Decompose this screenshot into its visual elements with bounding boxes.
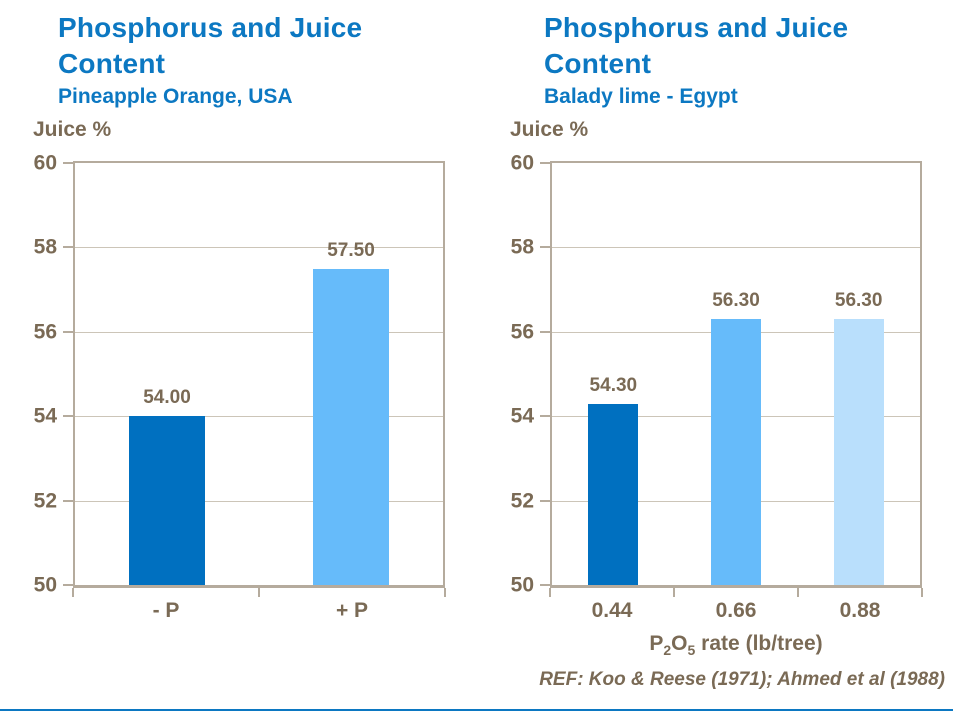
chart-subtitle: Pineapple Orange, USA xyxy=(58,85,293,108)
footer-divider-line xyxy=(0,709,953,711)
gridline-y-54 xyxy=(75,416,443,418)
y-tick-mark-54 xyxy=(63,415,73,418)
y-tick-label-52: 52 xyxy=(510,489,534,513)
y-tick-label-60: 60 xyxy=(510,151,534,175)
bar-value-label: 56.30 xyxy=(712,290,760,312)
y-axis-title: Juice % xyxy=(33,118,112,141)
y-tick-mark-58 xyxy=(540,246,550,249)
plot-area: 54.00 57.50 xyxy=(73,161,445,588)
x-category-label-+P: + P xyxy=(335,599,369,622)
x-category-label--P: - P xyxy=(152,599,180,622)
y-tick-mark-56 xyxy=(63,330,73,333)
x-axis-title: P2O5 rate (lb/tree) xyxy=(649,632,823,659)
y-tick-label-58: 58 xyxy=(33,235,57,259)
y-tick-label-60: 60 xyxy=(33,151,57,175)
y-tick-mark-50 xyxy=(63,584,73,586)
bar-0.66 xyxy=(710,319,762,585)
x-axis: 0.44 0.66 0.88 xyxy=(550,598,922,626)
x-tick-mark xyxy=(258,588,260,597)
y-tick-mark-60 xyxy=(540,162,550,164)
y-tick-mark-52 xyxy=(63,499,73,502)
y-tick-mark-56 xyxy=(540,330,550,333)
y-tick-label-56: 56 xyxy=(510,320,534,344)
chart-subtitle: Balady lime - Egypt xyxy=(544,85,738,108)
x-category-label-0.88: 0.88 xyxy=(839,599,881,622)
x-axis-ticks xyxy=(72,588,446,597)
y-axis: 50 52 54 56 58 60 xyxy=(0,153,73,596)
y-tick-label-50: 50 xyxy=(33,573,57,597)
chart-balady-lime: Phosphorus and Juice Content Balady lime… xyxy=(477,0,953,712)
y-tick-label-52: 52 xyxy=(33,489,57,513)
y-tick-label-58: 58 xyxy=(510,235,534,259)
y-tick-mark-54 xyxy=(540,415,550,418)
gridline-y-58 xyxy=(75,247,443,249)
reference-note: REF: Koo & Reese (1971); Ahmed et al (19… xyxy=(539,669,945,690)
y-tick-mark-58 xyxy=(63,246,73,249)
x-category-label-0.44: 0.44 xyxy=(591,599,633,622)
bar-0.44 xyxy=(588,403,639,585)
bar-value-label: 54.30 xyxy=(589,374,638,396)
x-tick-mark xyxy=(797,588,799,597)
y-tick-mark-50 xyxy=(540,584,550,586)
bar-value-label: 56.30 xyxy=(834,290,883,312)
x-axis: - P + P xyxy=(73,598,445,626)
y-tick-label-54: 54 xyxy=(33,404,57,428)
chart-title: Phosphorus and Juice Content xyxy=(544,12,849,79)
y-tick-mark-52 xyxy=(540,499,550,502)
y-tick-mark-60 xyxy=(63,162,73,164)
bar-value-label: 54.00 xyxy=(143,387,191,409)
y-tick-label-56: 56 xyxy=(33,320,57,344)
x-tick-mark xyxy=(72,588,74,597)
x-tick-mark xyxy=(921,588,923,597)
y-tick-label-50: 50 xyxy=(510,573,534,597)
y-axis: 50 52 54 56 58 60 xyxy=(477,153,550,596)
x-tick-mark xyxy=(673,588,675,597)
y-tick-label-54: 54 xyxy=(510,404,534,428)
bar-value-label: 57.50 xyxy=(327,239,375,261)
x-tick-mark xyxy=(444,588,446,597)
gridline-y-58 xyxy=(552,247,920,249)
gridline-y-52 xyxy=(75,500,443,502)
x-tick-mark xyxy=(549,588,551,597)
bar-+P xyxy=(313,268,389,585)
x-axis-ticks xyxy=(549,588,923,597)
chart-pineapple-orange: Phosphorus and Juice Content Pineapple O… xyxy=(0,0,476,712)
chart-title: Phosphorus and Juice Content xyxy=(58,12,363,79)
gridline-y-56 xyxy=(75,331,443,333)
plot-area: 54.30 56.30 56.30 xyxy=(550,161,922,588)
y-axis-title: Juice % xyxy=(510,118,589,141)
bar-0.88 xyxy=(833,319,884,585)
x-category-label-0.66: 0.66 xyxy=(715,599,757,622)
bar--P xyxy=(129,416,205,585)
